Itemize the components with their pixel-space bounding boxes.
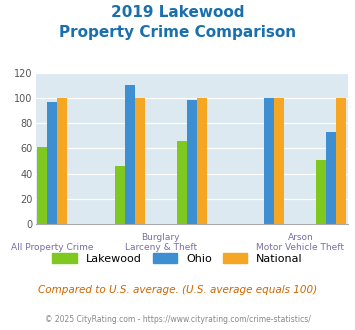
Bar: [316, 160, 326, 224]
Text: Compared to U.S. average. (U.S. average equals 100): Compared to U.S. average. (U.S. average …: [38, 285, 317, 295]
Text: Arson: Arson: [288, 233, 313, 242]
Text: Property Crime Comparison: Property Crime Comparison: [59, 25, 296, 40]
Bar: [37, 147, 47, 224]
Bar: [125, 85, 135, 224]
Text: All Property Crime: All Property Crime: [11, 243, 93, 251]
Text: 2019 Lakewood: 2019 Lakewood: [111, 5, 244, 20]
Text: Larceny & Theft: Larceny & Theft: [125, 243, 197, 251]
Bar: [135, 98, 145, 224]
Text: Motor Vehicle Theft: Motor Vehicle Theft: [256, 243, 344, 251]
Bar: [177, 141, 187, 224]
Bar: [197, 98, 207, 224]
Bar: [57, 98, 67, 224]
Text: © 2025 CityRating.com - https://www.cityrating.com/crime-statistics/: © 2025 CityRating.com - https://www.city…: [45, 315, 310, 324]
Bar: [264, 98, 274, 224]
Bar: [274, 98, 284, 224]
Bar: [326, 132, 336, 224]
Text: Burglary: Burglary: [142, 233, 180, 242]
Bar: [47, 102, 57, 224]
Legend: Lakewood, Ohio, National: Lakewood, Ohio, National: [48, 248, 307, 268]
Bar: [187, 100, 197, 224]
Bar: [115, 166, 125, 224]
Bar: [336, 98, 346, 224]
